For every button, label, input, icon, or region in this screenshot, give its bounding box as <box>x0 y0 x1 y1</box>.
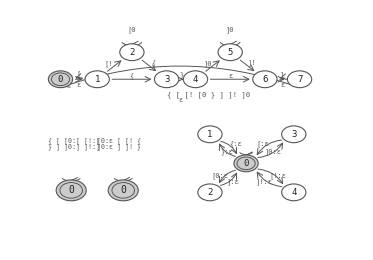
Text: ]0: ]0 <box>204 60 213 67</box>
Text: { [ [! [0 } ] ]! ]0: { [ [! [0 } ] ]! ]0 <box>167 92 250 98</box>
Text: ]!: ]! <box>248 59 256 66</box>
Text: 2: 2 <box>129 48 135 57</box>
Text: [0: [0 <box>128 26 136 33</box>
Circle shape <box>282 126 306 143</box>
Text: }: } <box>179 72 183 78</box>
Text: ε: ε <box>178 97 182 103</box>
Circle shape <box>108 180 138 201</box>
Text: [0:ε [ [! {: [0:ε [ [! { <box>97 138 141 144</box>
Text: 0: 0 <box>120 185 126 195</box>
Text: }:ε: }:ε <box>220 148 233 155</box>
Text: 2: 2 <box>207 188 213 197</box>
Circle shape <box>234 155 258 172</box>
Circle shape <box>288 71 312 88</box>
Text: ]:ε: ]:ε <box>227 178 239 185</box>
Text: 0: 0 <box>68 185 74 195</box>
Circle shape <box>154 71 179 88</box>
Text: [:ε: [:ε <box>256 140 269 147</box>
Text: [0:ε: [0:ε <box>211 172 228 179</box>
Circle shape <box>184 71 208 88</box>
Text: 0: 0 <box>244 159 249 168</box>
Circle shape <box>120 44 144 61</box>
Text: {: { <box>130 72 134 79</box>
Circle shape <box>198 126 222 143</box>
Text: { [ [0:[ [!:[: { [ [0:[ [!:[ <box>48 138 100 144</box>
Circle shape <box>56 180 86 201</box>
Text: ε: ε <box>280 82 284 88</box>
Text: ε: ε <box>77 82 81 88</box>
Text: [: [ <box>77 70 81 77</box>
Text: [!: [! <box>104 60 113 67</box>
Text: 4: 4 <box>193 75 198 84</box>
Circle shape <box>218 44 242 61</box>
Text: {: { <box>151 59 156 66</box>
Circle shape <box>282 184 306 201</box>
Text: ]0: ]0 <box>226 26 235 33</box>
Text: 3: 3 <box>291 130 297 139</box>
Text: 3: 3 <box>164 75 169 84</box>
Text: 4: 4 <box>291 188 297 197</box>
Text: ]!:ε: ]!:ε <box>256 178 273 185</box>
Circle shape <box>253 71 277 88</box>
Text: ]0:ε ] ]! }: ]0:ε ] ]! } <box>97 144 141 150</box>
Text: {:ε: {:ε <box>229 140 242 147</box>
Text: ]: ] <box>280 72 284 78</box>
Text: 1: 1 <box>94 75 100 84</box>
Text: ε: ε <box>228 73 232 79</box>
Text: 1: 1 <box>207 130 213 139</box>
Text: } ] ]0:] ]!:]: } ] ]0:] ]!:] <box>48 144 100 150</box>
Text: 6: 6 <box>262 75 267 84</box>
Circle shape <box>198 184 222 201</box>
Circle shape <box>48 71 73 88</box>
Text: [!:ε: [!:ε <box>270 172 286 179</box>
Text: 0: 0 <box>58 75 63 84</box>
Circle shape <box>85 71 109 88</box>
Text: 5: 5 <box>228 48 233 57</box>
Text: ]0:ε: ]0:ε <box>264 148 281 155</box>
Text: 7: 7 <box>297 75 302 84</box>
